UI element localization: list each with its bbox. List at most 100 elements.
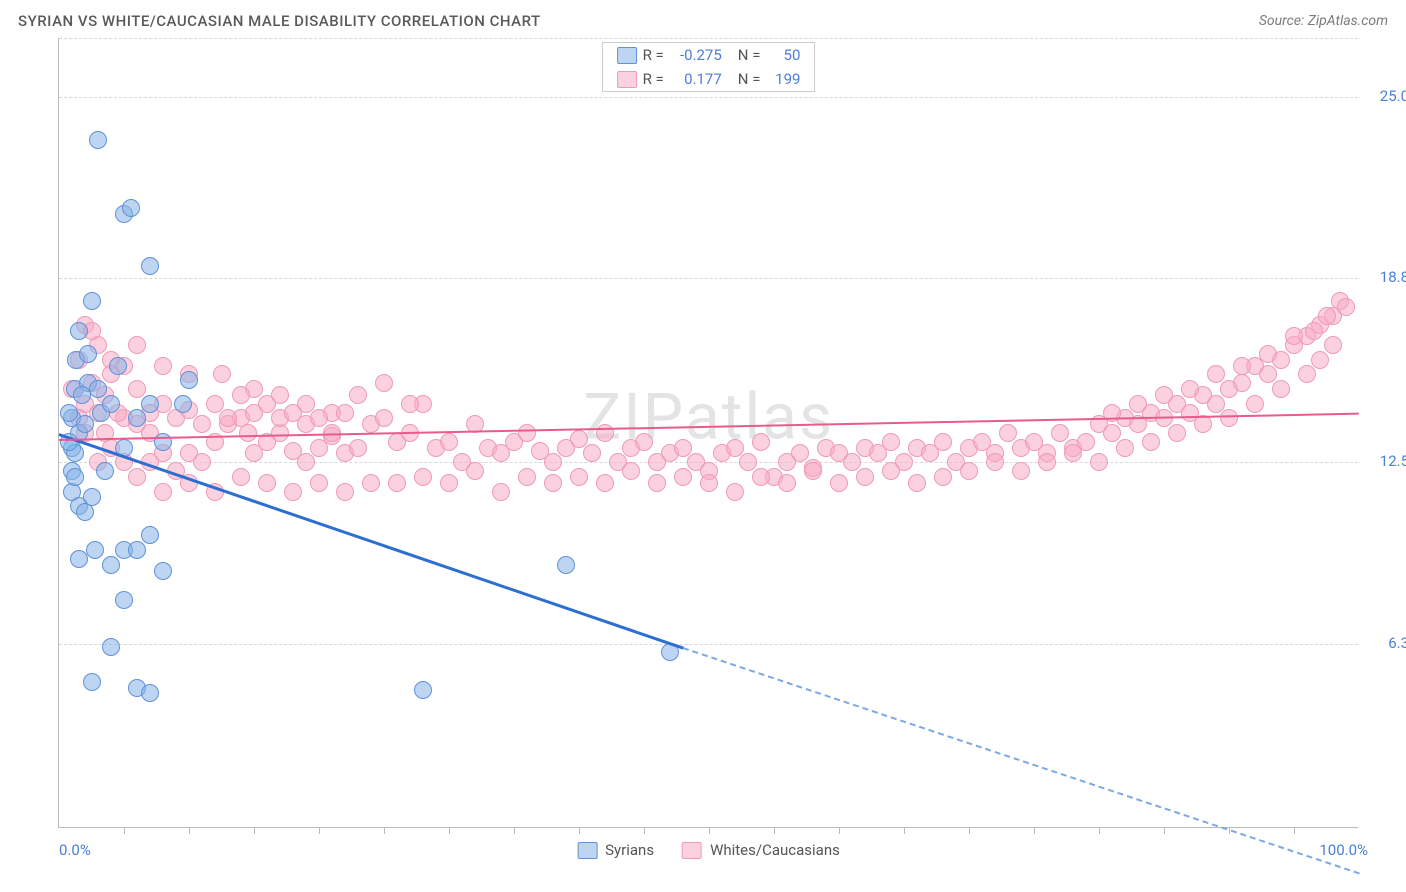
scatter-point	[674, 439, 692, 457]
scatter-point	[1207, 395, 1225, 413]
series-swatch	[617, 47, 637, 64]
x-tick	[774, 827, 775, 834]
x-tick	[969, 827, 970, 834]
scatter-point	[1259, 365, 1277, 383]
scatter-point	[362, 474, 380, 492]
scatter-point	[60, 404, 78, 422]
scatter-point	[1233, 374, 1251, 392]
scatter-point	[1116, 439, 1134, 457]
r-label: R =	[643, 70, 664, 88]
scatter-point	[70, 550, 88, 568]
scatter-point	[570, 468, 588, 486]
scatter-point	[544, 453, 562, 471]
series-swatch	[617, 71, 637, 88]
n-label: N =	[738, 46, 761, 64]
scatter-point	[1064, 444, 1082, 462]
scatter-point	[310, 409, 328, 427]
scatter-point	[180, 371, 198, 389]
y-tick-label: 18.8%	[1380, 268, 1406, 286]
scatter-point	[1168, 424, 1186, 442]
scatter-point	[466, 462, 484, 480]
scatter-point	[232, 386, 250, 404]
scatter-point	[128, 409, 146, 427]
chart-source: Source: ZipAtlas.com	[1259, 13, 1388, 29]
x-tick	[254, 827, 255, 834]
scatter-point	[193, 415, 211, 433]
scatter-point	[674, 468, 692, 486]
r-value: 0.177	[670, 70, 722, 88]
scatter-point	[349, 386, 367, 404]
scatter-point	[804, 462, 822, 480]
n-label: N =	[738, 70, 761, 88]
legend-swatch	[577, 842, 597, 859]
scatter-point	[375, 409, 393, 427]
gridline	[59, 278, 1358, 279]
scatter-point	[648, 474, 666, 492]
scatter-point	[284, 483, 302, 501]
scatter-point	[86, 541, 104, 559]
scatter-point	[401, 395, 419, 413]
scatter-point	[778, 474, 796, 492]
scatter-point	[310, 474, 328, 492]
scatter-point	[141, 526, 159, 544]
scatter-point	[70, 322, 88, 340]
scatter-point	[1318, 307, 1336, 325]
scatter-point	[102, 556, 120, 574]
scatter-point	[154, 433, 172, 451]
scatter-point	[258, 474, 276, 492]
scatter-point	[752, 433, 770, 451]
correlation-stats-box: R =-0.275N =50R =0.177N =199	[602, 42, 816, 92]
scatter-point	[570, 430, 588, 448]
scatter-point	[934, 433, 952, 451]
scatter-point	[557, 556, 575, 574]
scatter-point	[1038, 453, 1056, 471]
x-tick	[1294, 827, 1295, 834]
x-tick	[709, 827, 710, 834]
legend-label: Syrians	[605, 841, 654, 859]
gridline	[59, 38, 1358, 39]
x-tick	[124, 827, 125, 834]
scatter-point	[154, 357, 172, 375]
plot-area: ZIPatlas R =-0.275N =50R =0.177N =199 Sy…	[58, 38, 1358, 828]
scatter-point	[66, 468, 84, 486]
scatter-point	[1220, 409, 1238, 427]
scatter-point	[1311, 351, 1329, 369]
scatter-point	[128, 541, 146, 559]
scatter-point	[1233, 357, 1251, 375]
scatter-point	[79, 345, 97, 363]
stats-row: R = 0.177 N = 199	[603, 67, 815, 91]
n-value: 199	[766, 70, 800, 88]
scatter-point	[73, 386, 91, 404]
scatter-point	[109, 357, 127, 375]
scatter-point	[1090, 453, 1108, 471]
scatter-point	[336, 404, 354, 422]
scatter-point	[232, 468, 250, 486]
scatter-point	[518, 468, 536, 486]
scatter-point	[596, 474, 614, 492]
scatter-point	[336, 483, 354, 501]
scatter-point	[102, 395, 120, 413]
x-tick	[1164, 827, 1165, 834]
scatter-point	[440, 433, 458, 451]
x-tick-label: 0.0%	[59, 841, 91, 859]
x-tick	[1034, 827, 1035, 834]
scatter-point	[830, 474, 848, 492]
scatter-point	[1103, 424, 1121, 442]
scatter-point	[882, 433, 900, 451]
scatter-point	[739, 453, 757, 471]
scatter-point	[908, 474, 926, 492]
watermark-text: ZIPatlas	[583, 379, 834, 454]
legend-item: Whites/Caucasians	[682, 841, 840, 859]
scatter-point	[843, 453, 861, 471]
y-tick-label: 6.3%	[1388, 634, 1406, 652]
scatter-point	[414, 681, 432, 699]
scatter-point	[154, 483, 172, 501]
scatter-point	[1259, 345, 1277, 363]
scatter-point	[492, 483, 510, 501]
gridline	[59, 97, 1358, 98]
scatter-point	[128, 468, 146, 486]
scatter-point	[1207, 365, 1225, 383]
scatter-point	[1129, 395, 1147, 413]
scatter-point	[1181, 380, 1199, 398]
legend-swatch	[682, 842, 702, 859]
